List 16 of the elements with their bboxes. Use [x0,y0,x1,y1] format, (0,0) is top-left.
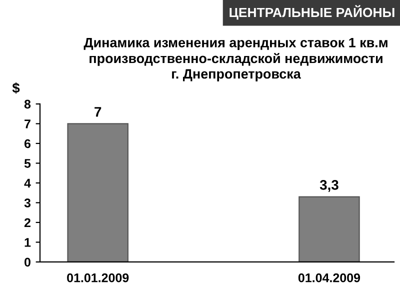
y-tick-label: 5 [24,159,31,168]
y-axis-title: $ [12,82,20,94]
y-tick-label: 3 [24,198,31,208]
x-tick-label: 01.04.2009 [298,273,360,282]
chart-title: ЦЕНТРАЛЬНЫЕ РАЙОНЫ [230,5,394,20]
data-label: 7 [94,107,102,117]
chart-subtitle: Динамика изменения арендных ставок 1 кв.м производственно-складской недвижимости г. Днепропетровска [84,38,388,82]
y-tick-label: 8 [24,100,31,109]
y-tick-label: 1 [24,238,31,247]
y-tick-label: 0 [24,258,30,267]
y-tick-label: 2 [24,218,30,227]
y-tick-label: 7 [24,120,30,128]
x-tick-label: 01.01.2009 [67,273,129,282]
y-tick-label: 4 [24,178,31,188]
data-label: 3,3 [320,180,338,192]
y-tick-label: 6 [24,139,31,148]
